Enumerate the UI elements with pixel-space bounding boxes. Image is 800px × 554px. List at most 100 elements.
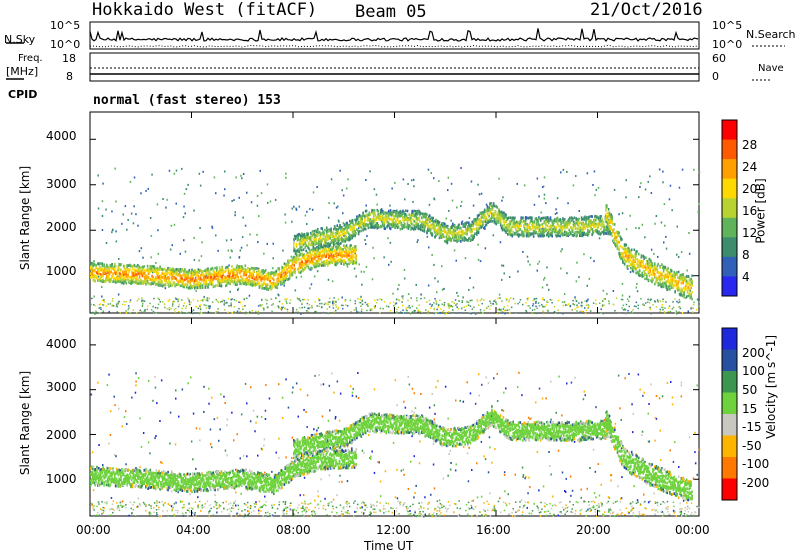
power-echo-point (346, 246, 349, 249)
power-noise-point (572, 303, 574, 305)
power-ground-point (584, 312, 587, 315)
power-ground-point (569, 305, 571, 308)
power-echo-point (499, 217, 501, 220)
power-echo-point (456, 239, 458, 242)
power-ground-point (157, 297, 159, 299)
power-echo-point (192, 279, 194, 282)
power-echo-point (261, 277, 263, 280)
power-echo-point (471, 220, 474, 224)
power-echo-point (387, 212, 389, 215)
power-echo-point (261, 287, 263, 290)
power-ground-point (245, 311, 247, 314)
power-ground-point (238, 301, 240, 303)
power-echo-point (339, 226, 341, 230)
power-echo-point (102, 280, 104, 284)
power-echo-point (240, 275, 242, 278)
power-ground-point (554, 311, 557, 314)
power-echo-point (344, 227, 347, 230)
power-echo-point (252, 272, 255, 276)
power-noise-point (272, 257, 274, 260)
power-ground-point (318, 299, 320, 302)
power-echo-point (471, 224, 474, 227)
power-echo-point (153, 266, 156, 270)
power-ground-point (216, 300, 219, 302)
power-echo-point (209, 281, 212, 284)
power-echo-point (98, 272, 100, 276)
power-ground-point (302, 298, 304, 301)
power-echo-point (354, 218, 356, 222)
power-noise-point (240, 174, 242, 177)
power-echo-point (203, 282, 206, 285)
power-echo-point (469, 223, 472, 227)
power-noise-point (205, 274, 207, 277)
power-echo-point (459, 233, 461, 237)
power-echo-point (384, 211, 387, 214)
power-noise-point (460, 205, 462, 207)
power-ground-point (447, 312, 450, 314)
power-ground-point (662, 306, 664, 309)
power-echo-point (442, 235, 444, 238)
power-echo-point (170, 272, 173, 275)
power-echo-point (430, 223, 433, 227)
power-echo-point (126, 276, 128, 280)
power-echo-point (120, 278, 122, 281)
power-echo-point (539, 224, 541, 227)
power-echo-point (387, 216, 389, 220)
power-echo-point (234, 278, 237, 281)
power-ground-point (326, 308, 328, 310)
power-echo-point (323, 232, 325, 235)
power-echo-point (289, 267, 292, 270)
power-echo-point (410, 220, 412, 223)
power-echo-point (334, 227, 337, 231)
power-echo-point (299, 242, 301, 245)
power-echo-point (548, 217, 551, 221)
power-echo-point (219, 272, 222, 275)
power-echo-point (128, 269, 130, 272)
power-echo-point (382, 210, 385, 214)
power-echo-point (137, 278, 139, 282)
power-echo-point (320, 251, 323, 254)
power-echo-point (300, 265, 303, 268)
power-echo-point (317, 233, 319, 236)
power-echo-point (145, 282, 147, 286)
power-noise-point (538, 195, 540, 198)
power-ground-point (178, 311, 180, 313)
power-echo-point (544, 216, 546, 220)
power-ground-point (297, 298, 299, 300)
power-echo-point (357, 224, 360, 228)
power-echo-point (416, 223, 418, 226)
power-noise-point (687, 310, 689, 313)
power-echo-point (356, 229, 359, 232)
power-echo-point (159, 277, 161, 281)
power-noise-point (193, 258, 196, 261)
power-echo-point (302, 248, 305, 251)
power-noise-point (215, 192, 217, 195)
power-echo-point (325, 244, 327, 248)
power-echo-point (493, 204, 496, 208)
power-noise-point (578, 210, 580, 212)
power-ground-point (448, 303, 450, 306)
power-echo-point (170, 276, 173, 279)
power-ground-point (337, 298, 340, 301)
power-echo-point (293, 246, 295, 249)
power-noise-point (183, 192, 186, 195)
power-noise-point (280, 283, 282, 286)
power-echo-point (463, 223, 466, 227)
power-echo-point (508, 223, 511, 226)
power-ground-point (677, 301, 680, 304)
power-echo-point (123, 267, 126, 270)
power-echo-point (239, 282, 241, 286)
power-echo-point (474, 222, 476, 225)
power-echo-point (399, 211, 402, 215)
power-noise-point (650, 192, 653, 194)
power-echo-point (352, 255, 355, 259)
power-echo-point (122, 271, 124, 274)
power-echo-point (268, 272, 271, 275)
power-echo-point (326, 230, 329, 233)
power-ground-point (236, 310, 239, 313)
power-echo-point (249, 283, 252, 286)
power-echo-point (503, 221, 506, 224)
power-noise-point (294, 289, 297, 292)
power-noise-point (662, 170, 664, 173)
power-noise-point (516, 182, 518, 185)
